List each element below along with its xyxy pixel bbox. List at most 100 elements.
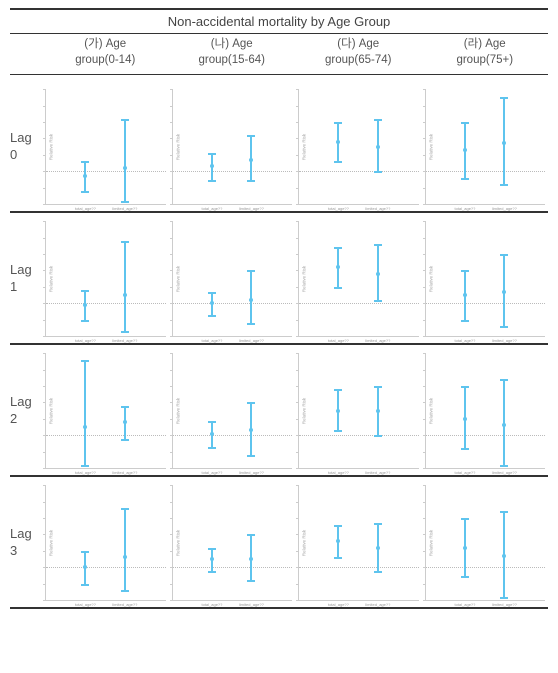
errorbar-cap bbox=[208, 292, 216, 294]
data-point bbox=[123, 420, 127, 424]
errorbar-cap bbox=[121, 201, 129, 203]
reference-line bbox=[426, 303, 546, 304]
panel-grid: Lag0Relative Risktotal_age??limited_age?… bbox=[10, 81, 548, 609]
errorbar-stem bbox=[503, 379, 505, 464]
data-point bbox=[463, 417, 467, 421]
errorbar-cap bbox=[208, 447, 216, 449]
row-label-lag2: Lag2 bbox=[10, 394, 42, 428]
errorbar-cap bbox=[374, 171, 382, 173]
y-axis-label: Relative Risk bbox=[302, 398, 307, 424]
data-point bbox=[210, 432, 214, 436]
x-category-label: total_age?? bbox=[201, 206, 222, 211]
reference-line bbox=[299, 303, 419, 304]
errorbar-cap bbox=[334, 247, 342, 249]
data-point bbox=[336, 409, 340, 413]
reference-line bbox=[46, 303, 166, 304]
errorbar-cap bbox=[81, 191, 89, 193]
errorbar-cap bbox=[208, 571, 216, 573]
errorbar-cap bbox=[500, 597, 508, 599]
data-point bbox=[210, 164, 214, 168]
errorbar-cap bbox=[374, 119, 382, 121]
errorbar-cap bbox=[500, 379, 508, 381]
errorbar-stem bbox=[124, 119, 126, 201]
errorbar-cap bbox=[81, 320, 89, 322]
data-point bbox=[502, 290, 506, 294]
errorbar-cap bbox=[500, 254, 508, 256]
data-point bbox=[83, 425, 87, 429]
data-point bbox=[249, 158, 253, 162]
column-headers: (가) Age group(0-14) (나) Age group(15-64)… bbox=[10, 36, 548, 75]
errorbar-cap bbox=[461, 270, 469, 272]
y-axis-label: Relative Risk bbox=[49, 266, 54, 292]
reference-line bbox=[173, 435, 293, 436]
x-category-label: total_age?? bbox=[328, 338, 349, 343]
errorbar-cap bbox=[121, 406, 129, 408]
errorbar-cap bbox=[334, 389, 342, 391]
col-header-c: (다) Age group(65-74) bbox=[295, 36, 422, 68]
errorbar-cap bbox=[334, 525, 342, 527]
data-point bbox=[376, 145, 380, 149]
errorbar-cap bbox=[461, 448, 469, 450]
panel-lag2-d: Relative Risktotal_age??limited_age?? bbox=[422, 351, 549, 471]
panel-lag2-c: Relative Risktotal_age??limited_age?? bbox=[295, 351, 422, 471]
errorbar-cap bbox=[334, 287, 342, 289]
x-category-label: limited_age?? bbox=[492, 206, 517, 211]
data-point bbox=[376, 546, 380, 550]
data-point bbox=[123, 293, 127, 297]
errorbar-cap bbox=[374, 244, 382, 246]
x-category-label: limited_age?? bbox=[365, 470, 390, 475]
panel-lag2-b: Relative Risktotal_age??limited_age?? bbox=[169, 351, 296, 471]
data-point bbox=[336, 265, 340, 269]
errorbar-cap bbox=[121, 508, 129, 510]
data-point bbox=[83, 174, 87, 178]
y-axis-label: Relative Risk bbox=[428, 266, 433, 292]
data-point bbox=[123, 166, 127, 170]
errorbar-cap bbox=[208, 315, 216, 317]
data-point bbox=[463, 148, 467, 152]
col-header-d: (라) Age group(75+) bbox=[422, 36, 549, 68]
errorbar-cap bbox=[247, 323, 255, 325]
data-point bbox=[249, 428, 253, 432]
reference-line bbox=[173, 171, 293, 172]
x-category-label: total_age?? bbox=[75, 338, 96, 343]
errorbar-cap bbox=[334, 557, 342, 559]
y-axis-label: Relative Risk bbox=[302, 266, 307, 292]
x-category-label: limited_age?? bbox=[239, 338, 264, 343]
x-category-label: total_age?? bbox=[328, 206, 349, 211]
errorbar-cap bbox=[374, 435, 382, 437]
row-label-lag3: Lag3 bbox=[10, 526, 42, 560]
y-axis-label: Relative Risk bbox=[49, 530, 54, 556]
x-category-label: total_age?? bbox=[454, 338, 475, 343]
row-lag3: Lag3 Relative Risk total_age?? limited_age?… bbox=[10, 477, 548, 609]
row-label-lag0: Lag0 bbox=[10, 130, 42, 164]
x-category-label: limited_age?? bbox=[112, 602, 137, 607]
errorbar-cap bbox=[461, 178, 469, 180]
x-category-label: total_age?? bbox=[328, 602, 349, 607]
errorbar-cap bbox=[500, 511, 508, 513]
data-point bbox=[502, 554, 506, 558]
x-category-label: total_age?? bbox=[75, 602, 96, 607]
panel-lag0-a: Relative Risktotal_age??limited_age?? bbox=[42, 87, 169, 207]
errorbar-cap bbox=[500, 184, 508, 186]
errorbar-cap bbox=[247, 455, 255, 457]
errorbar-cap bbox=[208, 421, 216, 423]
reference-line bbox=[299, 171, 419, 172]
errorbar-cap bbox=[374, 386, 382, 388]
panel-lag0-c: Relative Risktotal_age??limited_age?? bbox=[295, 87, 422, 207]
data-point bbox=[249, 298, 253, 302]
errorbar-stem bbox=[84, 360, 86, 465]
errorbar-cap bbox=[121, 590, 129, 592]
panel-lag1-d: Relative Risktotal_age??limited_age?? bbox=[422, 219, 549, 339]
reference-line bbox=[173, 567, 293, 568]
errorbar-cap bbox=[247, 270, 255, 272]
errorbar-cap bbox=[208, 153, 216, 155]
errorbar-stem bbox=[124, 241, 126, 331]
col-header-b: (나) Age group(15-64) bbox=[169, 36, 296, 68]
panel-lag1-b: Relative Risktotal_age??limited_age?? bbox=[169, 219, 296, 339]
x-category-label: total_age?? bbox=[201, 470, 222, 475]
errorbar-cap bbox=[81, 360, 89, 362]
errorbar-cap bbox=[247, 534, 255, 536]
errorbar-cap bbox=[247, 402, 255, 404]
data-point bbox=[376, 409, 380, 413]
errorbar-cap bbox=[81, 290, 89, 292]
